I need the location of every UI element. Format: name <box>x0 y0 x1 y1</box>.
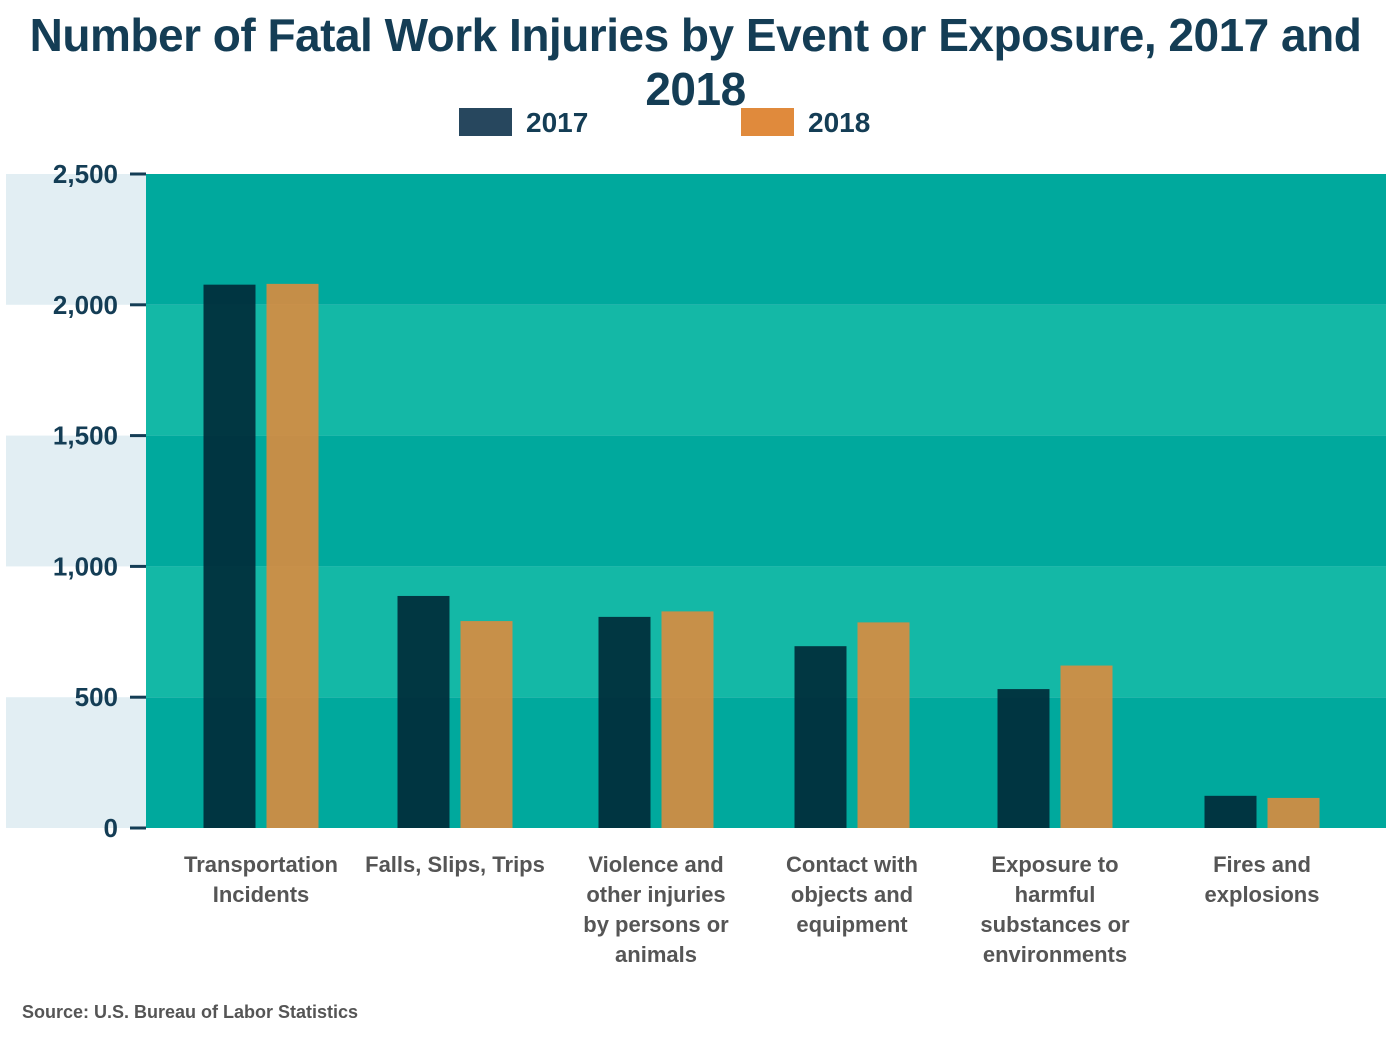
axis-band <box>6 697 146 828</box>
x-category-label-line: Transportation <box>184 852 338 877</box>
bar-2017-2 <box>598 616 651 828</box>
legend: 2017 2018 <box>459 107 870 138</box>
bar-2018-5 <box>1267 797 1320 828</box>
x-category-label: Contact with objects and equipment <box>786 852 918 937</box>
plot-band <box>146 304 1386 436</box>
axis-band <box>6 435 146 567</box>
bar-2017-3 <box>794 646 847 828</box>
y-tick-label: 0 <box>104 813 118 843</box>
x-category-label: Violence and other injuries by persons or a… <box>583 852 729 967</box>
x-category-label-line: other injuries <box>586 882 725 907</box>
y-tick-label: 500 <box>75 682 118 712</box>
legend-label: 2017 <box>526 107 588 138</box>
x-category-label: Falls, Slips, Trips <box>365 852 545 877</box>
x-category-label-line: harmful <box>1015 882 1096 907</box>
bar-2018-2 <box>661 611 714 828</box>
x-category-label-line: Violence and <box>588 852 723 877</box>
bars <box>203 283 1320 828</box>
category-labels: Transportation Incidents Falls, Slips, Tri… <box>184 852 1319 967</box>
plot-background <box>6 174 1386 828</box>
x-category-label-line: Exposure to <box>991 852 1118 877</box>
plot-band <box>146 697 1386 828</box>
x-category-label-line: animals <box>615 942 697 967</box>
bar-2018-4 <box>1060 665 1113 828</box>
x-category-label: Transportation Incidents <box>184 852 338 907</box>
bar-2018-3 <box>857 622 910 828</box>
bar-2017-4 <box>997 689 1050 828</box>
bar-2017-0 <box>203 284 256 828</box>
x-category-label-line: objects and <box>791 882 913 907</box>
legend-label: 2018 <box>808 107 870 138</box>
y-tick-label: 2,000 <box>53 290 118 320</box>
x-category-label-line: Falls, Slips, Trips <box>365 852 545 877</box>
bar-2018-0 <box>266 283 319 828</box>
x-category-label: Fires and explosions <box>1205 852 1320 907</box>
bar-2017-5 <box>1204 795 1257 828</box>
x-category-label: Exposure to harmful substances or environme… <box>980 852 1130 967</box>
x-category-label-line: environments <box>983 942 1127 967</box>
y-tick-label: 1,500 <box>53 421 118 451</box>
x-category-label-line: equipment <box>796 912 908 937</box>
legend-swatch <box>741 108 794 136</box>
chart-title: Number of Fatal Work Injuries by Event o… <box>29 9 1362 115</box>
x-category-label-line: by persons or <box>583 912 729 937</box>
plot-band <box>146 174 1386 305</box>
bar-2017-1 <box>397 595 450 828</box>
x-category-label-line: Contact with <box>786 852 918 877</box>
plot-band <box>146 566 1386 698</box>
x-category-label-line: Incidents <box>213 882 310 907</box>
bar-2018-1 <box>460 621 513 828</box>
y-tick-label: 2,500 <box>53 159 118 189</box>
x-category-label-line: Fires and <box>1213 852 1311 877</box>
x-category-label-line: explosions <box>1205 882 1320 907</box>
x-category-label-line: substances or <box>980 912 1130 937</box>
plot-band <box>146 435 1386 567</box>
axis-band <box>6 174 146 305</box>
y-tick-label: 1,000 <box>53 551 118 581</box>
y-axis: 0 500 1,000 1,500 2,000 2,500 <box>53 159 146 843</box>
source-note: Source: U.S. Bureau of Labor Statistics <box>22 1002 359 1022</box>
legend-swatch <box>459 108 512 136</box>
